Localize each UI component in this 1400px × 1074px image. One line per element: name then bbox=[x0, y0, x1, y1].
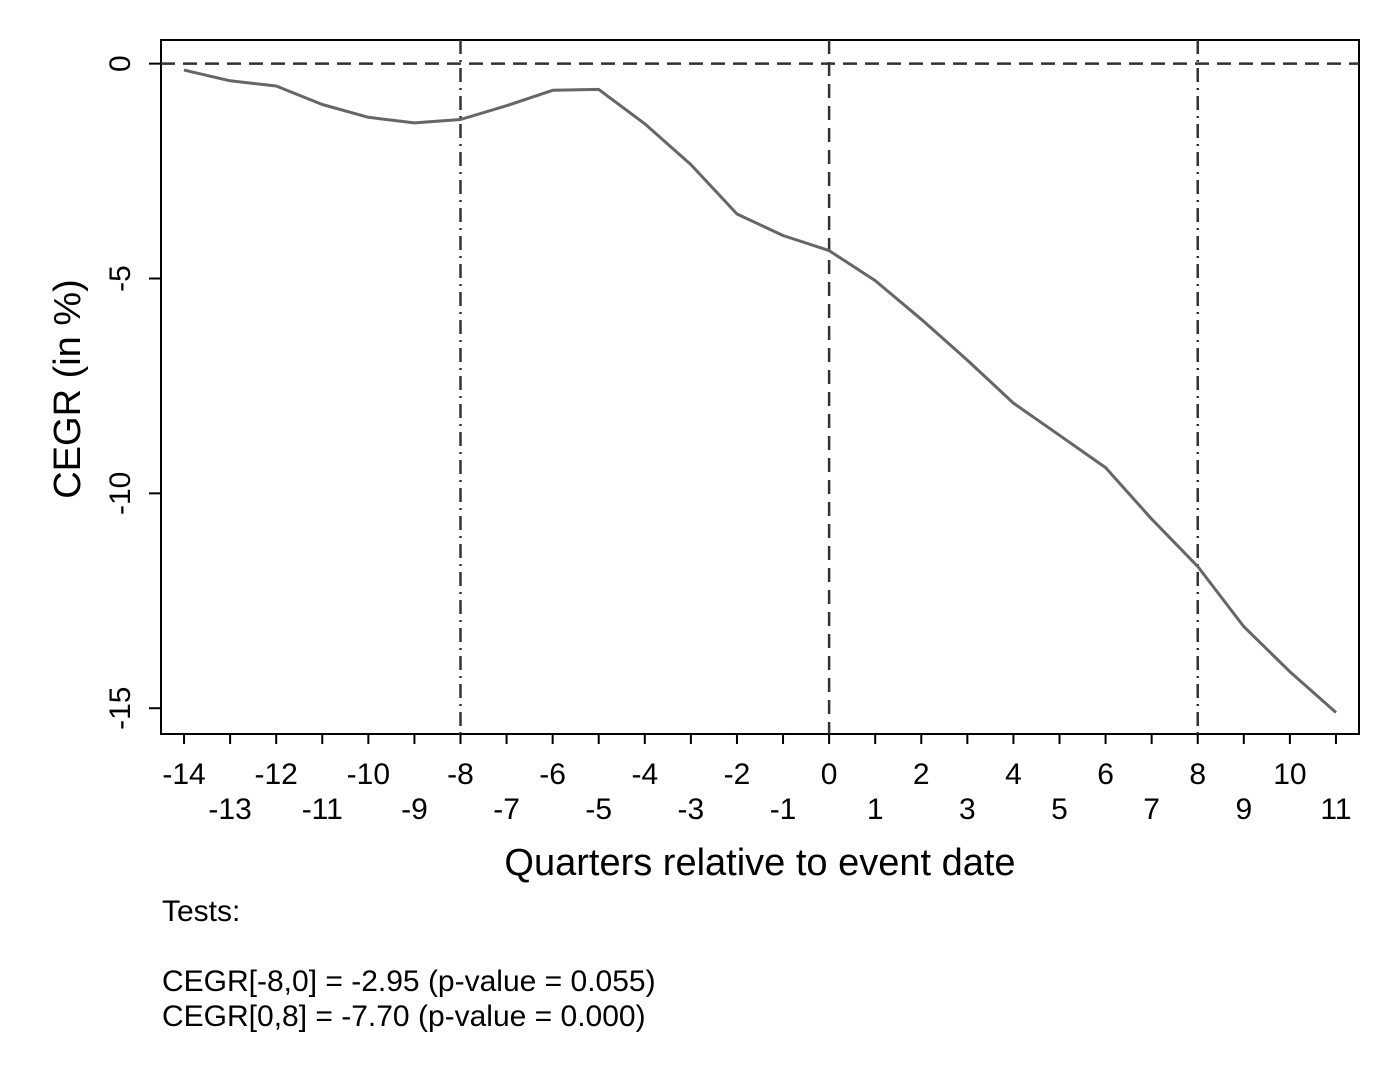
x-tick-label: 0 bbox=[821, 758, 838, 791]
x-tick-label: 1 bbox=[867, 793, 884, 826]
x-tick-label: -13 bbox=[208, 793, 251, 826]
x-tick-label: -8 bbox=[447, 758, 474, 791]
x-tick-label: 3 bbox=[959, 793, 976, 826]
x-tick-label: -12 bbox=[255, 758, 298, 791]
y-tick-label: -5 bbox=[104, 265, 137, 292]
plot-frame bbox=[160, 39, 1360, 735]
x-tick-label: -11 bbox=[302, 793, 343, 826]
x-tick-label: -9 bbox=[401, 793, 428, 826]
x-tick-label: -14 bbox=[162, 758, 205, 791]
series-group bbox=[183, 68, 1337, 714]
x-tick-label: -1 bbox=[770, 793, 797, 826]
series-line bbox=[183, 68, 1337, 714]
y-axis-title: CEGR (in %) bbox=[47, 279, 89, 499]
test-notes: Tests: CEGR[-8,0] = -2.95 (p-value = 0.0… bbox=[162, 894, 656, 1034]
x-tick-label: 5 bbox=[1051, 793, 1068, 826]
y-tick-label: 0 bbox=[104, 55, 137, 72]
x-tick-label: 10 bbox=[1273, 758, 1306, 791]
x-tick-label: -10 bbox=[347, 758, 390, 791]
tests-heading: Tests: bbox=[162, 895, 241, 928]
x-tick-label: -2 bbox=[724, 758, 751, 791]
x-tick-label: 9 bbox=[1235, 793, 1252, 826]
line-chart: 0-5-10-15 -14 -12 -10 -8 -6 -4 -2 0 2 4 6 8 10-13 -11… bbox=[47, 39, 1360, 884]
x-tick-label: 6 bbox=[1097, 758, 1114, 791]
x-axis-title: Quarters relative to event date bbox=[504, 842, 1015, 884]
y-tick-label: -10 bbox=[104, 472, 137, 515]
x-tick-label: 4 bbox=[1005, 758, 1022, 791]
x-tick-label: -6 bbox=[539, 758, 566, 791]
x-tick-label: 2 bbox=[913, 758, 930, 791]
x-axis: -14 -12 -10 -8 -6 -4 -2 0 2 4 6 8 10-13 -11 -9 -7 -5 -3 -1… bbox=[162, 734, 1352, 826]
y-tick-label: -15 bbox=[104, 687, 137, 730]
x-tick-label: 11 bbox=[1320, 793, 1351, 826]
x-tick-label: -3 bbox=[678, 793, 705, 826]
test-line-1: CEGR[-8,0] = -2.95 (p-value = 0.055) bbox=[162, 965, 656, 998]
x-tick-label: -7 bbox=[493, 793, 520, 826]
reference-lines bbox=[161, 40, 1359, 734]
test-line-2: CEGR[0,8] = -7.70 (p-value = 0.000) bbox=[162, 1000, 646, 1033]
x-tick-label: 7 bbox=[1143, 793, 1160, 826]
y-axis: 0 -5 -10 -15 bbox=[104, 55, 161, 730]
x-tick-label: 8 bbox=[1189, 758, 1206, 791]
x-tick-label: -5 bbox=[585, 793, 612, 826]
x-tick-label: -4 bbox=[631, 758, 658, 791]
